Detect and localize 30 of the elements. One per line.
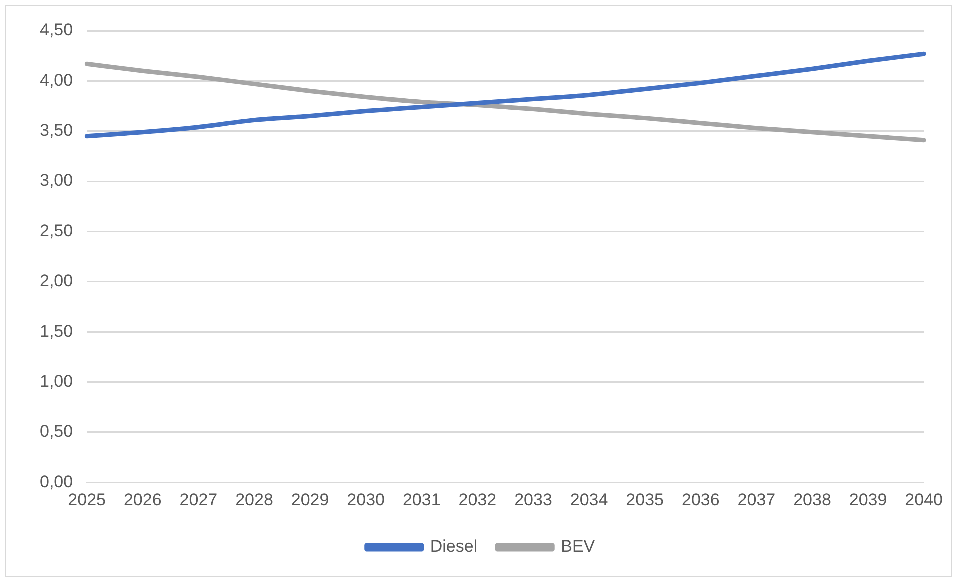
y-tick-label: 1,50 xyxy=(40,322,74,341)
x-tick-label: 2031 xyxy=(402,490,441,510)
y-tick-label: 3,00 xyxy=(40,171,74,190)
x-tick-label: 2038 xyxy=(794,490,832,510)
x-tick-label: 2040 xyxy=(905,490,944,510)
y-tick-label: 0,00 xyxy=(40,472,74,492)
x-tick-label: 2025 xyxy=(68,490,106,510)
x-tick-label: 2027 xyxy=(180,490,218,510)
x-tick-label: 2039 xyxy=(849,490,888,510)
line-series xyxy=(84,52,926,139)
y-tick-label: 4,50 xyxy=(40,20,74,40)
y-tick-label: 2,50 xyxy=(40,221,74,240)
y-tick-label: 4,00 xyxy=(40,70,74,90)
y-tick-label: 2,00 xyxy=(40,272,74,291)
y-tick-label: 1,00 xyxy=(40,372,74,391)
x-tick-label: 2036 xyxy=(682,490,720,510)
legend-label: BEV xyxy=(561,537,596,556)
y-tick-label: 3,50 xyxy=(40,121,74,140)
legend-label: Diesel xyxy=(430,537,478,556)
x-tick-label: 2034 xyxy=(570,490,608,510)
y-tick-label: 0,50 xyxy=(40,422,74,442)
x-tick-label: 2037 xyxy=(738,490,776,510)
x-tick-label: 2029 xyxy=(291,490,330,510)
x-tick-label: 2032 xyxy=(458,490,497,510)
x-tick-label: 2035 xyxy=(626,490,664,510)
x-tick-label: 2030 xyxy=(347,490,385,510)
x-tick-label: 2028 xyxy=(236,490,274,510)
line-series xyxy=(84,62,926,143)
x-tick-label: 2026 xyxy=(124,490,162,510)
x-tick-label: 2033 xyxy=(514,490,552,510)
